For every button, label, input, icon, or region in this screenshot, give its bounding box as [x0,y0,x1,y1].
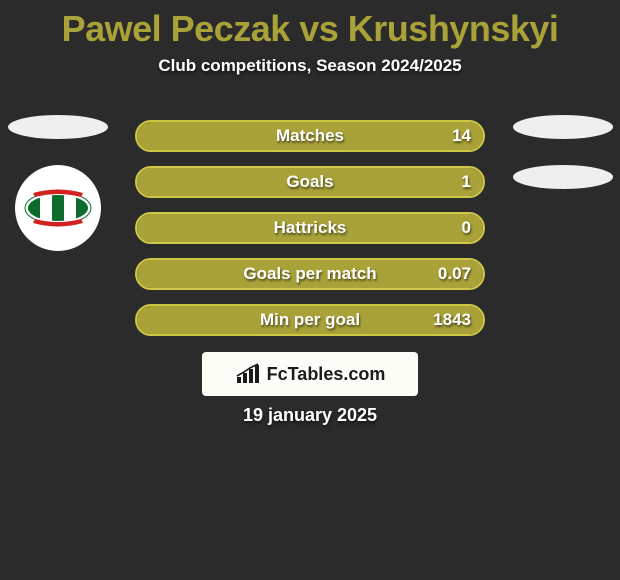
placeholder-oval [8,115,108,139]
date-text: 19 january 2025 [0,405,620,426]
stat-bar: Goals per match 0.07 [135,258,485,290]
stat-bar: Matches 14 [135,120,485,152]
placeholder-oval [513,115,613,139]
placeholder-oval [513,165,613,189]
stat-bars: Matches 14 Goals 1 Hattricks 0 Goals per match… [135,120,485,350]
stat-value-right: 1 [462,172,471,192]
left-column [0,115,115,251]
crest-svg [23,184,93,232]
team-crest [15,165,101,251]
brand-box: FcTables.com [202,352,418,396]
stat-label: Matches [276,126,344,146]
brand-text: FcTables.com [267,364,386,385]
stat-value-right: 0.07 [438,264,471,284]
stat-value-right: 0 [462,218,471,238]
page-subtitle: Club competitions, Season 2024/2025 [0,56,620,76]
stat-bar: Goals 1 [135,166,485,198]
stat-value-right: 1843 [433,310,471,330]
page-title: Pawel Peczak vs Krushynskyi [0,8,620,50]
stat-label: Goals per match [243,264,376,284]
stat-bar: Hattricks 0 [135,212,485,244]
stat-label: Hattricks [274,218,347,238]
stat-label: Goals [286,172,333,192]
bar-chart-icon [235,363,261,385]
stat-label: Min per goal [260,310,360,330]
right-column [505,115,620,215]
stat-value-right: 14 [452,126,471,146]
stat-bar: Min per goal 1843 [135,304,485,336]
